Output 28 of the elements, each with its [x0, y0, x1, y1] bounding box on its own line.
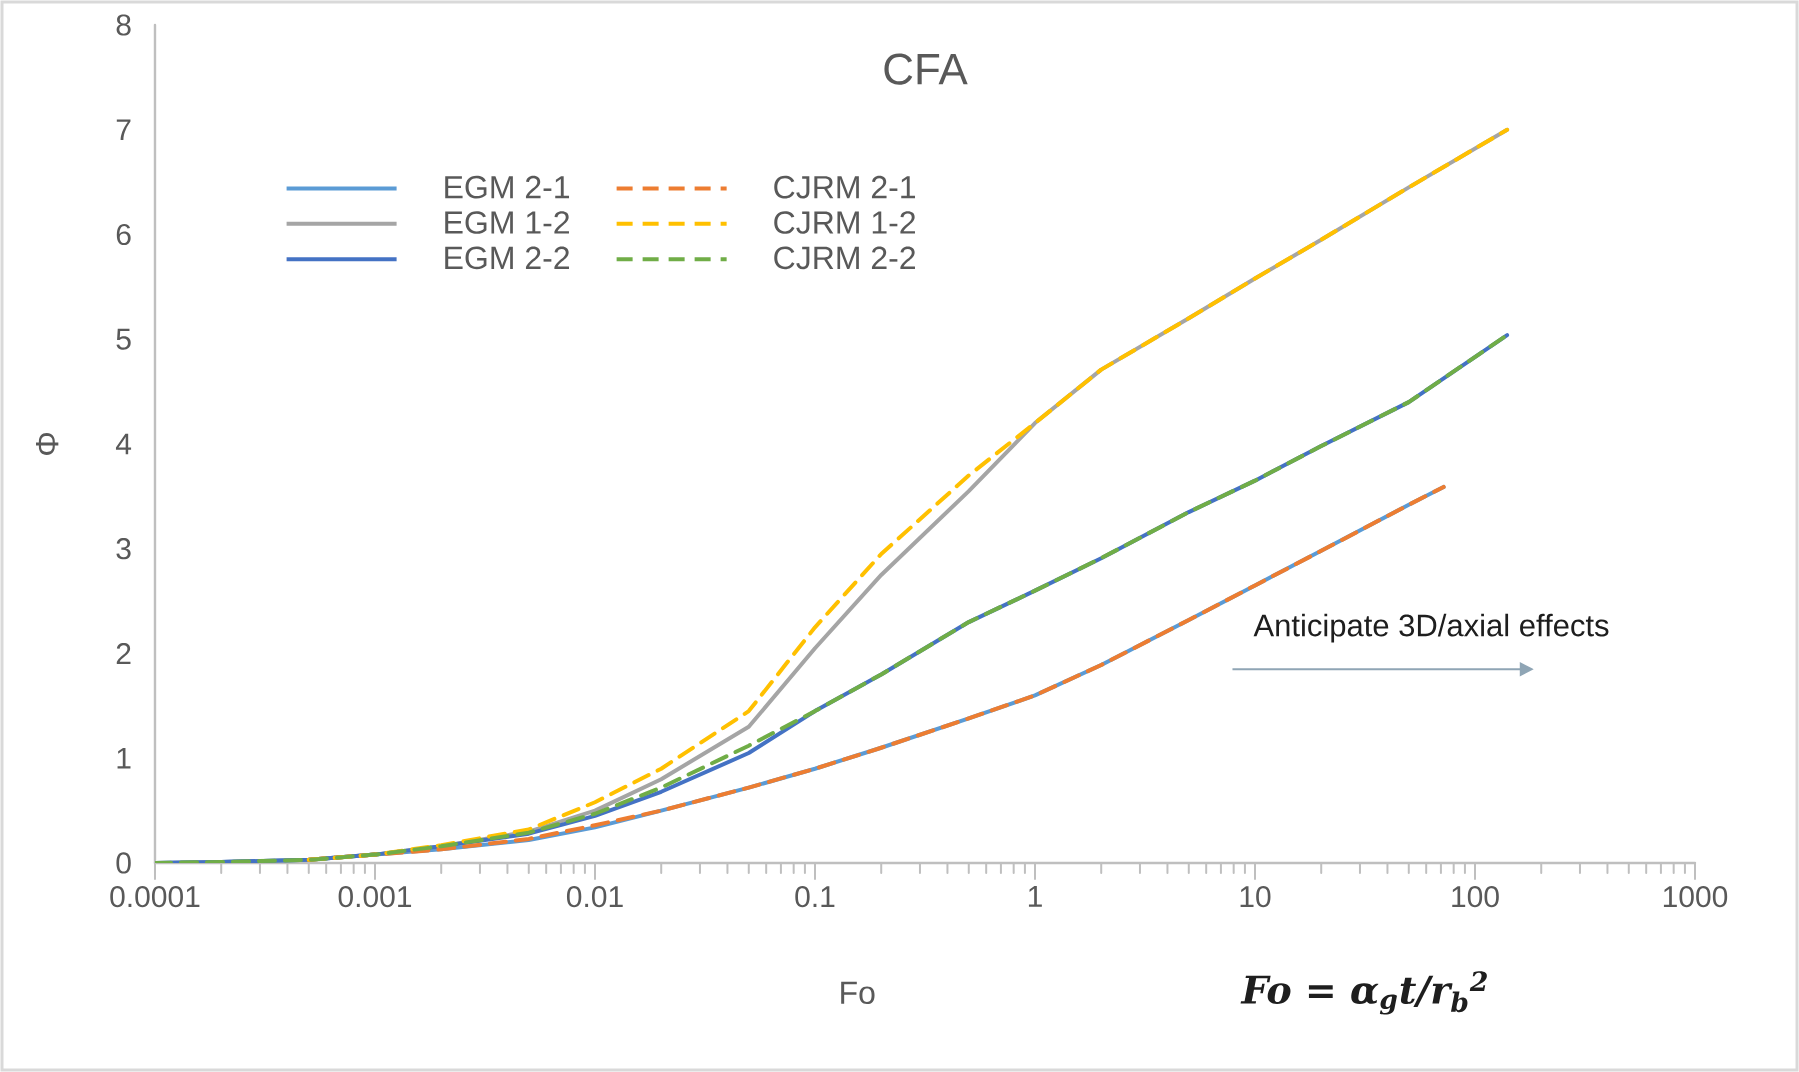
annotation: Anticipate 3D/axial effects [1253, 613, 1609, 643]
x-tick-label: 0.0001 [110, 886, 200, 908]
text: CFA [884, 53, 968, 85]
legend-label: CJRM 2-1 [774, 175, 916, 199]
text: Fo = α$_{g}$t/r$_{b}$2 [1240, 971, 1487, 1015]
y-tick-label: 4 [115, 433, 132, 455]
x-tick-label: 1000 [1663, 886, 1728, 908]
y-tick-label: 1 [117, 747, 131, 769]
y-tick-label: 6 [116, 223, 131, 246]
x-tick-label: 0.01 [566, 886, 623, 908]
y-tick-label: 7 [116, 119, 131, 141]
y-axis-title: Φ [36, 433, 59, 455]
legend-label: EGM 2-2 [445, 246, 569, 270]
y-tick-label: 0 [116, 852, 131, 874]
legend-label: CJRM 2-2 [774, 246, 915, 270]
x-axis-title: Fo [841, 981, 875, 1005]
x-tick-label: 0.001 [338, 886, 412, 908]
legend-label: CJRM 1-2 [774, 211, 915, 234]
y-tick-label: 3 [116, 538, 131, 560]
y-tick-label: 2 [116, 643, 131, 664]
x-tick-label: 0.1 [795, 886, 835, 908]
legend-label: EGM 2-1 [445, 175, 570, 199]
y-tick-label: 5 [116, 328, 131, 350]
x-tick-label: 100 [1452, 886, 1499, 908]
x-tick-label: 10 [1240, 886, 1271, 908]
legend-label: EGM 1-2 [445, 211, 569, 234]
y-tick-label: 8 [116, 14, 131, 36]
x-tick-label: 1 [1028, 886, 1042, 907]
